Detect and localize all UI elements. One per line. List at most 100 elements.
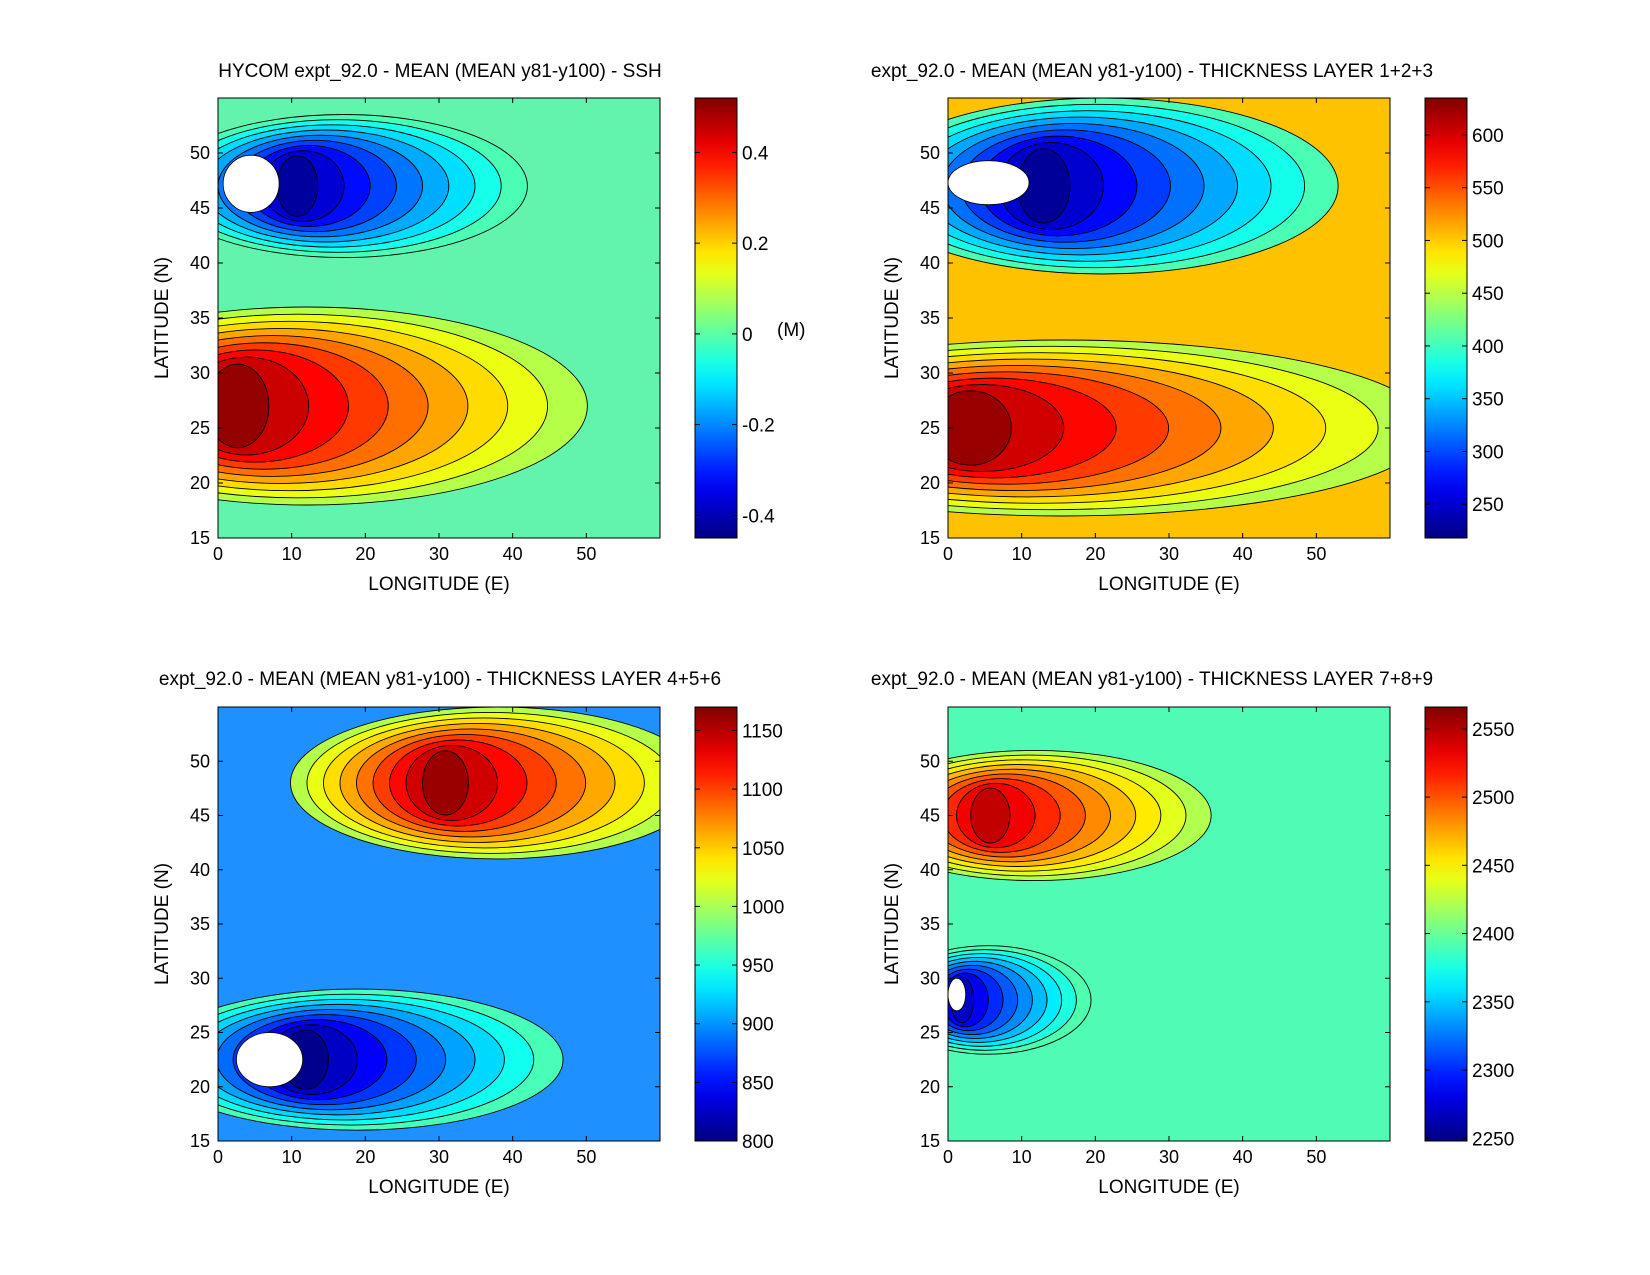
colorbar-tick-label: 1000 <box>742 897 784 918</box>
colorbar-tick-label: 2350 <box>1472 993 1514 1014</box>
feature-low <box>218 114 528 258</box>
y-tick-label: 50 <box>920 143 940 163</box>
y-tick-label: 45 <box>190 198 210 218</box>
y-tick-label: 20 <box>920 473 940 493</box>
x-axis-label: LONGITUDE (E) <box>368 1177 509 1198</box>
colorbar-tick-label: 2500 <box>1472 788 1514 809</box>
land-mask <box>948 160 1030 206</box>
x-tick-label: 0 <box>943 544 953 564</box>
y-tick-label: 50 <box>190 143 210 163</box>
contour-field <box>948 707 1390 1141</box>
chart-title: expt_92.0 - MEAN (MEAN y81-y100) - THICK… <box>871 669 1433 690</box>
feature-low <box>948 98 1339 275</box>
contour-field <box>948 98 1390 538</box>
y-axis-label: LATITUDE (N) <box>882 863 903 985</box>
y-tick-label: 50 <box>190 751 210 771</box>
y-tick-label: 30 <box>190 363 210 383</box>
x-tick-label: 40 <box>503 1147 523 1167</box>
contour-field <box>218 98 660 538</box>
y-axis-label: LATITUDE (N) <box>882 257 903 379</box>
y-tick-label: 45 <box>920 198 940 218</box>
colorbar-tick-label: 2400 <box>1472 925 1514 946</box>
x-tick-label: 0 <box>213 544 223 564</box>
colorbar-tick-label: -0.2 <box>742 416 775 437</box>
colorbar-tick-label: 2550 <box>1472 720 1514 741</box>
y-tick-label: 30 <box>190 968 210 988</box>
x-tick-label: 50 <box>1306 544 1326 564</box>
colorbar-gradient <box>694 97 738 539</box>
colorbar-tick-label: 400 <box>1472 337 1504 358</box>
y-tick-label: 35 <box>920 914 940 934</box>
y-axis-label: LATITUDE (N) <box>152 257 173 379</box>
y-tick-label: 25 <box>190 1023 210 1043</box>
x-axis-label: LONGITUDE (E) <box>1098 1177 1239 1198</box>
colorbar-tick-label: 850 <box>742 1073 774 1094</box>
panel-ssh: 0 10 20 30 40 50 15 20 25 30 35 40 45 50 HYCOM expt_92… <box>152 61 805 595</box>
x-axis-label: LONGITUDE (E) <box>368 574 509 595</box>
y-axis-label: LATITUDE (N) <box>152 863 173 985</box>
x-tick-label: 10 <box>1012 1147 1032 1167</box>
x-tick-label: 20 <box>355 1147 375 1167</box>
colorbar-tick-label: 500 <box>1472 231 1504 252</box>
panel-layer456: 0 10 20 30 40 50 15 20 25 30 35 40 45 50 expt_92.0 - M… <box>152 669 784 1198</box>
panel-layer123: 0 10 20 30 40 50 15 20 25 30 35 40 45 50 expt_92.0 - M… <box>871 61 1504 595</box>
y-tick-label: 15 <box>190 1131 210 1151</box>
colorbar-tick-label: 2250 <box>1472 1129 1514 1150</box>
x-tick-label: 50 <box>1306 1147 1326 1167</box>
land-mask <box>222 154 280 213</box>
y-tick-label: 50 <box>920 751 940 771</box>
colorbar-gradient <box>694 706 738 1142</box>
y-tick-label: 15 <box>920 1131 940 1151</box>
contour-band <box>218 363 270 449</box>
colorbar-tick-label: 800 <box>742 1132 774 1153</box>
panel-layer789: 0 10 20 30 40 50 15 20 25 30 35 40 45 50 expt_92.0 - M… <box>871 669 1514 1198</box>
colorbar-tick-label: 950 <box>742 956 774 977</box>
y-tick-label: 45 <box>190 806 210 826</box>
colorbar-tick-label: 2300 <box>1472 1061 1514 1082</box>
feature-high <box>948 749 1212 882</box>
chart-title: expt_92.0 - MEAN (MEAN y81-y100) - THICK… <box>871 61 1433 82</box>
colorbar-unit-label: (M) <box>777 320 805 341</box>
colorbar: 2250 2300 2350 2400 2450 2500 2550 <box>1424 706 1514 1150</box>
colorbar-tick-label: 550 <box>1472 179 1504 200</box>
contour-band <box>948 390 1012 466</box>
y-tick-label: 30 <box>920 968 940 988</box>
contour-band <box>422 750 469 816</box>
x-tick-label: 0 <box>943 1147 953 1167</box>
colorbar-tick-label: 0 <box>742 325 753 346</box>
colorbar-tick-label: 2450 <box>1472 856 1514 877</box>
x-tick-label: 20 <box>1085 1147 1105 1167</box>
colorbar-tick-label: 1150 <box>742 721 783 742</box>
x-tick-label: 30 <box>1159 544 1179 564</box>
y-tick-label: 20 <box>190 473 210 493</box>
y-tick-label: 35 <box>190 914 210 934</box>
x-tick-label: 30 <box>429 1147 449 1167</box>
colorbar-tick-label: 350 <box>1472 390 1504 411</box>
x-tick-label: 10 <box>1012 544 1032 564</box>
colorbar-tick-label: -0.4 <box>742 506 775 527</box>
y-tick-label: 25 <box>920 1023 940 1043</box>
colorbar: 250 300 350 400 450 500 550 600 <box>1424 97 1504 539</box>
y-tick-label: 15 <box>190 528 210 548</box>
colorbar-tick-label: 1050 <box>742 839 784 860</box>
y-tick-label: 30 <box>920 363 940 383</box>
chart-title: HYCOM expt_92.0 - MEAN (MEAN y81-y100) -… <box>218 61 661 82</box>
x-tick-label: 30 <box>1159 1147 1179 1167</box>
y-tick-label: 20 <box>920 1077 940 1097</box>
colorbar-tick-label: 450 <box>1472 284 1504 305</box>
feature-high <box>290 707 660 860</box>
x-tick-label: 50 <box>576 544 596 564</box>
colorbar-tick-label: 0.4 <box>742 143 769 164</box>
y-tick-label: 40 <box>920 253 940 273</box>
x-tick-label: 50 <box>576 1147 596 1167</box>
y-tick-label: 35 <box>920 308 940 328</box>
y-tick-label: 40 <box>190 860 210 880</box>
x-tick-label: 40 <box>1233 1147 1253 1167</box>
x-tick-label: 10 <box>282 544 302 564</box>
x-tick-label: 40 <box>1233 544 1253 564</box>
y-tick-label: 35 <box>190 308 210 328</box>
chart-title: expt_92.0 - MEAN (MEAN y81-y100) - THICK… <box>159 669 721 690</box>
colorbar: -0.4 -0.2 0 0.2 0.4 (M) <box>694 97 805 539</box>
colorbar-tick-label: 300 <box>1472 442 1504 463</box>
